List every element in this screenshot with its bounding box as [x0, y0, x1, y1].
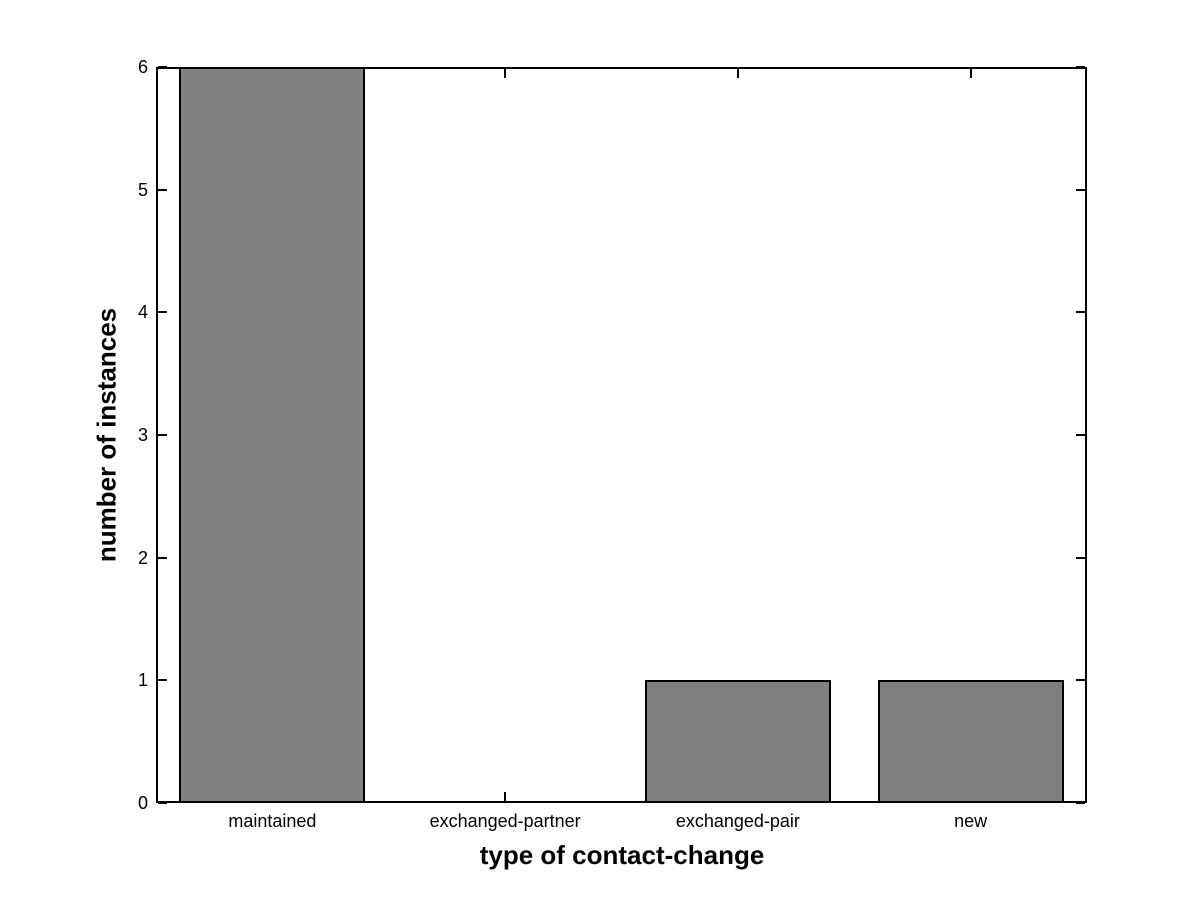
x-tick-label: new: [954, 811, 988, 831]
y-tick-mark-right: [1076, 66, 1085, 68]
x-tick-label: maintained: [228, 811, 317, 831]
y-tick-label: 6: [137, 57, 148, 77]
y-tick-mark-left: [158, 188, 167, 191]
y-tick-mark-right: [1076, 802, 1085, 804]
y-tick-mark-left: [158, 434, 167, 436]
bar-new: [877, 680, 1064, 803]
x-axis-label: type of contact-change: [479, 840, 765, 870]
bar-exchanged-pair: [644, 680, 831, 803]
y-tick-mark-left: [158, 556, 167, 559]
y-tick-label: 1: [137, 670, 148, 691]
y-axis-label: number of instances: [91, 307, 122, 563]
x-tick-mark-bottom: [504, 792, 507, 801]
y-tick-mark-right: [1076, 434, 1085, 436]
y-tick-mark-left: [158, 802, 167, 804]
y-tick-label: 2: [137, 547, 148, 568]
bar-maintained: [179, 67, 366, 803]
x-tick-label: exchanged-pair: [675, 811, 800, 831]
y-tick-mark-left: [158, 679, 167, 682]
x-tick-label: exchanged-partner: [429, 811, 581, 831]
y-tick-label: 4: [137, 302, 148, 323]
y-tick-mark-right: [1076, 188, 1085, 191]
y-tick-mark-right: [1076, 311, 1085, 314]
y-tick-mark-right: [1076, 556, 1085, 559]
x-tick-mark-top: [969, 69, 972, 78]
x-tick-mark-top: [504, 69, 507, 78]
x-tick-mark-top: [736, 69, 739, 78]
y-tick-mark-left: [158, 66, 167, 68]
y-tick-label: 0: [137, 793, 148, 813]
y-tick-label: 5: [137, 179, 148, 200]
y-tick-label: 3: [137, 425, 148, 445]
y-tick-mark-left: [158, 311, 167, 314]
y-tick-mark-right: [1076, 679, 1085, 682]
